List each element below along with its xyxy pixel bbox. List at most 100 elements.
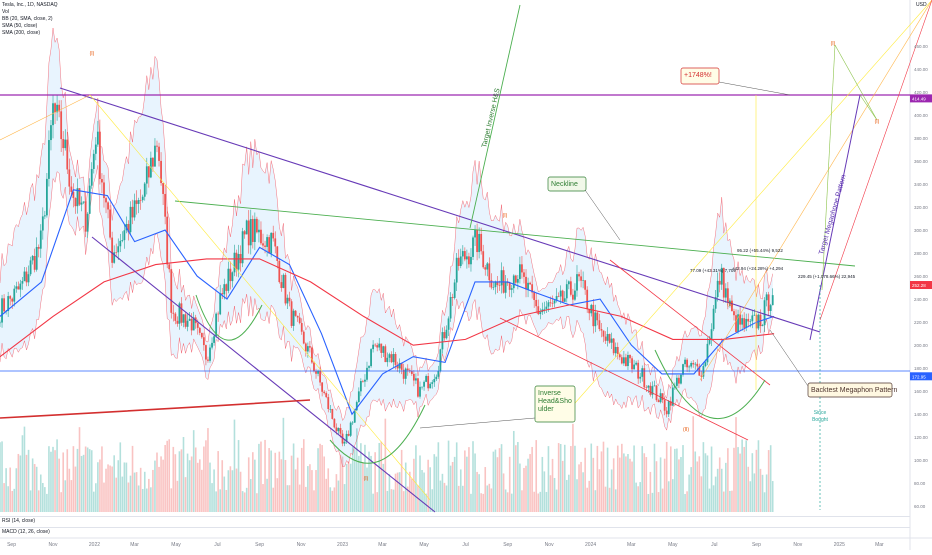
volume-bar xyxy=(557,443,560,512)
volume-bar xyxy=(486,485,489,512)
candle-body xyxy=(712,308,715,330)
volume-bar xyxy=(74,466,77,512)
candle-body xyxy=(586,289,589,310)
candle-body xyxy=(64,139,67,149)
volume-bar xyxy=(433,454,436,512)
volume-bar xyxy=(561,460,564,512)
volume-bar xyxy=(0,442,1,512)
candle-body xyxy=(166,216,169,265)
y-tick-label: 340.00 xyxy=(914,182,928,187)
volume-bar xyxy=(180,449,183,512)
volume-bar xyxy=(48,446,50,512)
candle-body xyxy=(547,302,550,307)
volume-bar xyxy=(137,485,140,512)
y-tick-label: 140.00 xyxy=(914,412,928,417)
volume-bar xyxy=(743,446,745,512)
volume-bar xyxy=(602,441,605,512)
volume-bar xyxy=(156,452,158,512)
indicator-sma200[interactable]: SMA (200, close) xyxy=(2,30,41,36)
volume-bar xyxy=(50,451,52,512)
volume-bar xyxy=(335,474,338,512)
volume-bar xyxy=(199,459,201,512)
candle-body xyxy=(200,332,203,338)
candle-body xyxy=(76,188,79,207)
candle-body xyxy=(88,185,91,214)
gain-callout-text: +1748%! xyxy=(684,72,712,79)
volume-bar xyxy=(731,490,733,512)
candle-body xyxy=(690,363,693,367)
candle-body xyxy=(543,308,546,310)
volume-bar xyxy=(254,459,256,512)
candle-body xyxy=(419,386,421,397)
candle-body xyxy=(39,230,42,249)
wave-label: (II) xyxy=(727,302,733,308)
volume-bar xyxy=(580,461,582,512)
volume-bar xyxy=(678,459,680,512)
volume-bar xyxy=(294,469,297,512)
x-tick-label: Jul xyxy=(462,542,468,548)
candle-body xyxy=(168,264,171,270)
candle-body xyxy=(290,301,293,326)
indicator-bb[interactable]: BB (20, SMA, close, 2) xyxy=(2,16,53,22)
volume-bar xyxy=(178,451,181,512)
candle-body xyxy=(441,332,444,350)
candle-body xyxy=(470,256,472,265)
candle-body xyxy=(284,274,287,304)
volume-bar xyxy=(453,456,456,512)
indicator-sma50[interactable]: SMA (50, close) xyxy=(2,23,38,29)
volume-bar xyxy=(119,442,122,512)
rsi-label: RSI (14, close) xyxy=(2,518,36,524)
volume-bar xyxy=(559,444,562,512)
volume-bar xyxy=(25,454,28,512)
volume-bar xyxy=(633,445,635,512)
candle-body xyxy=(745,318,748,328)
volume-bar xyxy=(388,474,391,512)
macd-label: MACD (12, 26, close) xyxy=(2,529,50,535)
candle-body xyxy=(233,252,236,273)
wave-label: (I) xyxy=(90,51,95,57)
candle-body xyxy=(694,363,697,365)
volume-bar xyxy=(378,442,381,512)
volume-bar xyxy=(480,493,482,512)
x-tick-label: 2024 xyxy=(585,542,596,548)
candle-body xyxy=(706,343,709,363)
candle-body xyxy=(739,314,741,325)
candle-body xyxy=(160,160,162,184)
volume-bar xyxy=(698,456,701,512)
volume-bar xyxy=(145,488,148,512)
volume-bar xyxy=(692,416,695,512)
x-tick-label: Nov xyxy=(545,542,554,548)
volume-bar xyxy=(669,446,672,512)
candle-body xyxy=(576,274,578,291)
volume-bar xyxy=(608,487,611,512)
y-tick-label: 120.00 xyxy=(914,435,928,440)
candle-body xyxy=(182,314,185,323)
indicator-vol[interactable]: Vol xyxy=(2,9,9,15)
candle-body xyxy=(56,104,58,113)
x-tick-label: Mar xyxy=(378,542,387,548)
candle-body xyxy=(94,144,97,154)
fib-line-up-3 xyxy=(819,0,932,321)
volume-bar xyxy=(472,441,474,512)
volume-bar xyxy=(619,457,621,512)
y-tick-label: 80.00 xyxy=(914,481,926,486)
candle-body xyxy=(606,334,609,341)
candle-body xyxy=(527,282,529,290)
volume-bar xyxy=(42,482,44,512)
measure-label: 95.22 (+55.44%) 9,522 xyxy=(737,248,783,253)
candle-body xyxy=(78,188,81,205)
candle-body xyxy=(58,104,61,112)
candle-body xyxy=(364,379,366,382)
rsi-pane[interactable]: RSI (14, close) xyxy=(0,516,910,526)
volume-bar xyxy=(201,469,203,512)
symbol-title[interactable]: Tesla, Inc., 1D, NASDAQ xyxy=(2,2,58,8)
fib-line-left xyxy=(0,94,91,141)
candle-body xyxy=(251,219,254,242)
volume-bar xyxy=(15,468,18,512)
volume-bar xyxy=(441,473,444,512)
macd-pane[interactable]: MACD (12, 26, close) xyxy=(0,527,910,537)
volume-bar xyxy=(343,484,346,512)
candle-body xyxy=(427,376,430,389)
